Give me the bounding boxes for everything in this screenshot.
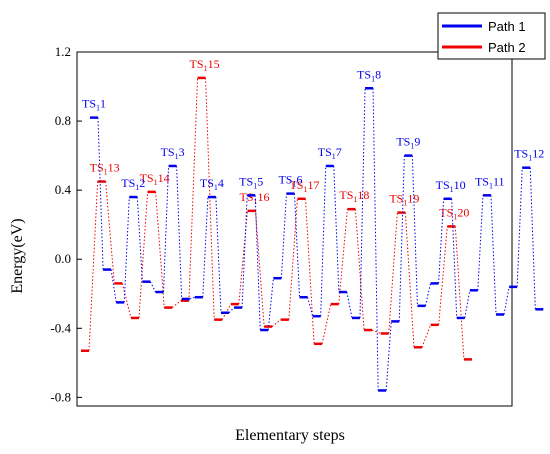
path-1-connector <box>438 198 445 284</box>
path-2-connector <box>354 209 365 331</box>
path-2-ts-label-20: TS120 <box>439 205 469 221</box>
path-2-connector <box>271 319 282 327</box>
path-1-ts-label-2: TS12 <box>121 176 145 192</box>
path-1-ts-label-8: TS18 <box>357 67 381 83</box>
path-2-ts-label-16: TS116 <box>240 190 270 206</box>
path-1-connector <box>503 286 510 315</box>
path-2-connector <box>321 304 332 344</box>
path-1-connector <box>385 321 392 391</box>
path-1-connector <box>267 278 274 331</box>
path-2-connector <box>155 191 165 308</box>
path-1-ts-label-6: TS16 <box>278 173 302 189</box>
path-1-connector <box>320 165 327 317</box>
path-2-connector <box>205 77 215 320</box>
path-2-connector <box>288 198 298 320</box>
path-1-ts-label-1: TS11 <box>82 97 106 113</box>
path-2-ts-label-18: TS118 <box>339 188 369 204</box>
path-1-connector <box>307 297 314 317</box>
path-1-connector <box>411 155 418 306</box>
path-2-connector <box>438 226 448 325</box>
path-2-connector <box>221 303 232 320</box>
path-1-ts-label-10: TS110 <box>436 178 466 194</box>
y-tick-label: 0.8 <box>55 113 71 128</box>
path-1-connector <box>176 165 183 299</box>
path-1-ts-label-9: TS19 <box>396 135 420 151</box>
path-2-connector <box>338 209 348 305</box>
path-1-connector <box>477 195 484 291</box>
path-2-ts-label-13: TS113 <box>90 161 120 177</box>
path-2-connector <box>388 212 398 334</box>
path-2-connector <box>171 300 182 308</box>
path-2-ts-label-19: TS119 <box>389 192 419 208</box>
path-1-connector <box>280 193 287 279</box>
path-1-connector <box>516 167 523 287</box>
path-2-connector <box>371 329 381 334</box>
path-1-ts-label-12: TS112 <box>514 147 544 163</box>
path-1-connector <box>110 269 117 303</box>
y-tick-label: 1.2 <box>55 44 71 59</box>
legend-box <box>437 12 546 60</box>
path-1-connector <box>372 88 379 391</box>
path-2-ts-label-17: TS117 <box>289 178 319 194</box>
path-2-connector <box>188 77 199 301</box>
path-1-connector <box>136 197 143 282</box>
path-1-ts-label-11: TS111 <box>475 174 505 190</box>
path-1-connector <box>123 197 130 303</box>
path-2-ts-label-14: TS114 <box>140 171 170 187</box>
path-2-connector <box>304 198 315 344</box>
path-1-connector <box>189 296 195 300</box>
path-1-connector <box>228 307 235 314</box>
plot-frame <box>76 51 513 407</box>
path-2-connector <box>105 181 115 284</box>
path-1-connector <box>529 167 536 310</box>
y-tick-label: 0.4 <box>55 182 72 197</box>
path-2-connector <box>88 181 99 351</box>
path-1-connector <box>424 283 432 306</box>
x-axis-title: Elementary steps <box>235 427 345 444</box>
path-1-ts-label-7: TS17 <box>318 145 342 161</box>
path-1-connector <box>346 291 353 319</box>
path-2-connector <box>121 283 132 319</box>
path-1-connector <box>451 198 458 318</box>
y-axis-title: Energy(eV) <box>9 218 26 293</box>
path-1-connector <box>398 155 405 322</box>
path-2-connector <box>138 191 149 318</box>
legend-label-path-1: Path 1 <box>488 19 526 34</box>
legend-label-path-2: Path 2 <box>488 40 526 55</box>
path-1-connector <box>215 197 222 313</box>
path-1-connector <box>293 193 301 298</box>
path-2-connector <box>238 210 248 305</box>
path-1-connector <box>490 195 497 315</box>
path-2-connector <box>404 212 415 348</box>
path-1-ts-label-4: TS14 <box>200 176 224 192</box>
y-tick-label: -0.8 <box>50 389 71 404</box>
y-tick-label: -0.4 <box>50 320 71 335</box>
path-1-connector <box>333 165 340 293</box>
path-1-connector <box>202 197 209 298</box>
path-2-ts-label-15: TS115 <box>190 57 220 73</box>
path-2-connector <box>421 324 432 348</box>
legend: Path 1 Path 2 <box>437 12 546 60</box>
path-1-connector <box>254 195 261 331</box>
path-1-connector <box>241 195 248 308</box>
path-1-connector <box>97 117 104 270</box>
path-1-connector <box>149 281 156 293</box>
path-1-ts-label-5: TS15 <box>239 174 263 190</box>
path-1-connector <box>464 290 471 319</box>
y-tick-label: 0.0 <box>55 251 71 266</box>
path-2-connector <box>454 226 465 360</box>
path-1-connector <box>162 165 170 293</box>
path-1-ts-label-3: TS13 <box>161 145 185 161</box>
